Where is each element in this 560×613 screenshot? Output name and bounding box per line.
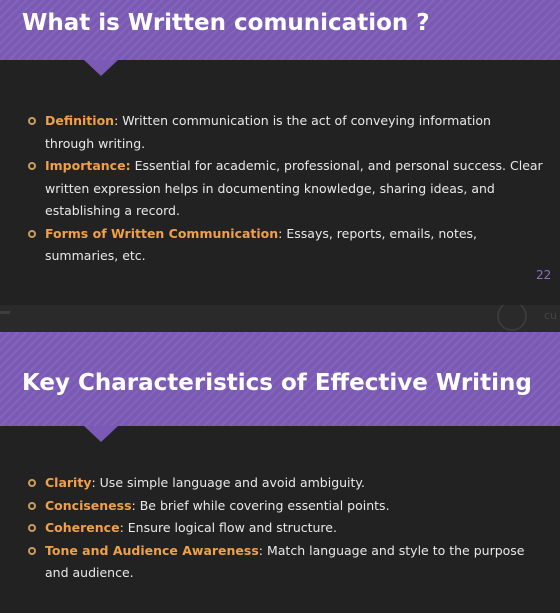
- slide-gap: cu: [0, 305, 560, 332]
- circle-bullet-icon: [28, 524, 36, 532]
- circle-bullet-icon: [28, 501, 36, 510]
- banner-pointer: [84, 60, 118, 76]
- list-item: Importance: Essential for academic, prof…: [28, 155, 543, 223]
- term-label: Definition: [45, 113, 115, 128]
- bullet-list: Definition: Written communication is the…: [28, 110, 543, 268]
- bullet-list: Clarity: Use simple language and avoid a…: [28, 472, 543, 585]
- list-item: Definition: Written communication is the…: [28, 110, 543, 155]
- term-description: Essential for academic, professional, an…: [45, 158, 543, 218]
- term-label: Coherence: [45, 520, 120, 535]
- partial-text: cu: [544, 309, 558, 322]
- term-separator: :: [131, 497, 140, 513]
- term-separator: :: [119, 520, 128, 535]
- banner-pointer: [84, 426, 118, 442]
- term-separator: :: [258, 542, 267, 558]
- list-item: Forms of Written Communication: Essays, …: [28, 223, 543, 268]
- slide-what-is-written-communication: What is Written comunication ? Definitio…: [0, 0, 560, 305]
- term-separator: :: [91, 475, 100, 490]
- term-description: Match language and style to the purpose …: [45, 542, 525, 581]
- page-number: 22: [536, 268, 552, 282]
- term-description: Be brief while covering essential points…: [139, 497, 390, 513]
- circle-icon: [497, 305, 527, 331]
- dash-icon: [0, 311, 10, 314]
- term-separator: :: [114, 113, 123, 128]
- term-description: Written communication is the act of conv…: [45, 113, 491, 151]
- circle-bullet-icon: [28, 117, 36, 125]
- list-item: Conciseness: Be brief while covering ess…: [28, 495, 543, 518]
- term-label: Clarity: [45, 475, 92, 490]
- term-description: Essays, reports, emails, notes, summarie…: [45, 225, 478, 264]
- slide-title: Key Characteristics of Effective Writing: [22, 370, 532, 396]
- term-description: Ensure logical flow and structure.: [127, 520, 337, 535]
- circle-bullet-icon: [28, 546, 36, 555]
- circle-bullet-icon: [28, 162, 36, 170]
- term-label: Forms of Written Communication: [45, 225, 279, 241]
- circle-bullet-icon: [28, 479, 36, 487]
- title-banner: [0, 332, 560, 426]
- circle-bullet-icon: [28, 229, 36, 238]
- list-item: Coherence: Ensure logical flow and struc…: [28, 517, 543, 540]
- list-item: Clarity: Use simple language and avoid a…: [28, 472, 543, 495]
- term-label: Conciseness: [45, 497, 132, 513]
- title-banner: [0, 0, 560, 60]
- term-separator: :: [278, 225, 287, 241]
- term-label: Importance:: [45, 158, 131, 173]
- list-item: Tone and Audience Awareness: Match langu…: [28, 540, 543, 585]
- slide-title: What is Written comunication ?: [22, 10, 430, 36]
- term-description: Use simple language and avoid ambiguity.: [99, 475, 366, 490]
- term-label: Tone and Audience Awareness: [45, 542, 259, 558]
- slide-key-characteristics: Key Characteristics of Effective Writing…: [0, 332, 560, 613]
